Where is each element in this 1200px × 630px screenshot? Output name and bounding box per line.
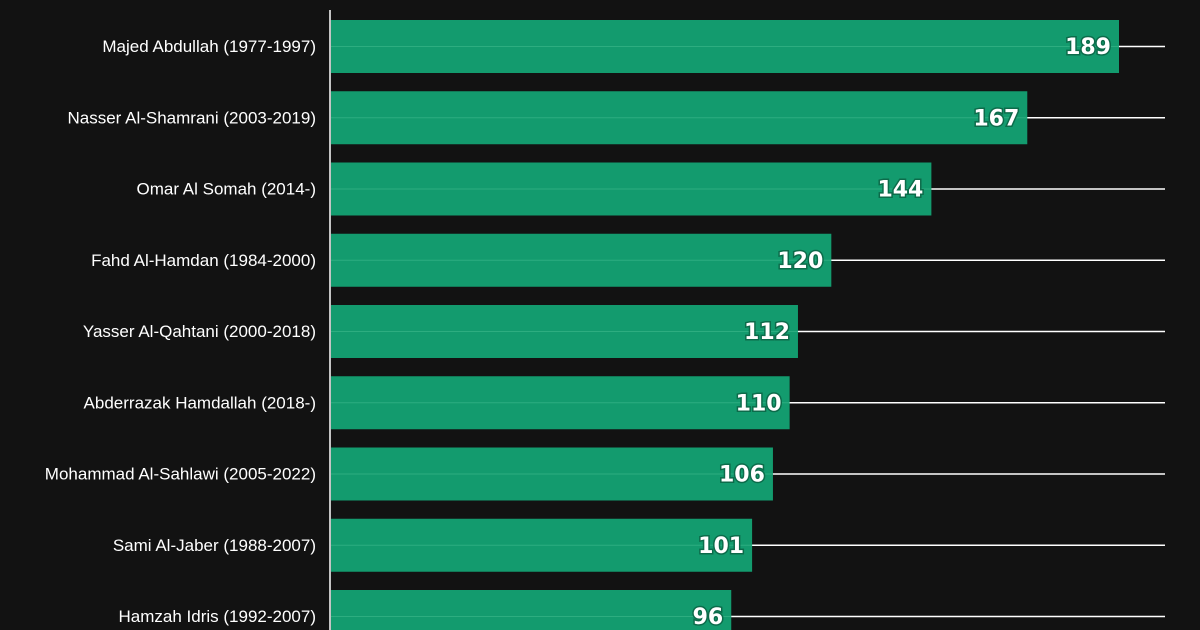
category-label: Abderrazak Hamdallah (2018-) — [84, 393, 316, 412]
category-label: Nasser Al-Shamrani (2003-2019) — [67, 108, 316, 127]
bars — [331, 20, 1119, 630]
value-labels: 189 167 144 120 112 110 106 101 96 — [691, 34, 1112, 630]
value-label: 106 — [719, 463, 765, 488]
category-label: Hamzah Idris (1992-2007) — [119, 607, 316, 626]
category-label: Yasser Al-Qahtani (2000-2018) — [83, 322, 316, 341]
category-label: Fahd Al-Hamdan (1984-2000) — [91, 251, 316, 270]
bar — [331, 590, 732, 630]
category-labels: Majed Abdullah (1977-1997) Nasser Al-Sham… — [45, 37, 316, 626]
category-label: Sami Al-Jaber (1988-2007) — [113, 536, 316, 555]
value-label: 167 — [973, 106, 1019, 131]
category-label: Mohammad Al-Sahlawi (2005-2022) — [45, 465, 316, 484]
value-label: 110 — [736, 391, 782, 416]
value-label: 120 — [777, 249, 823, 274]
value-label: 96 — [693, 605, 724, 630]
category-label: Omar Al Somah (2014-) — [136, 180, 316, 199]
category-label: Majed Abdullah (1977-1997) — [102, 37, 316, 56]
value-label: 144 — [877, 178, 923, 203]
value-label: 112 — [744, 320, 790, 345]
value-label: 101 — [698, 534, 744, 559]
value-label: 189 — [1065, 35, 1111, 60]
